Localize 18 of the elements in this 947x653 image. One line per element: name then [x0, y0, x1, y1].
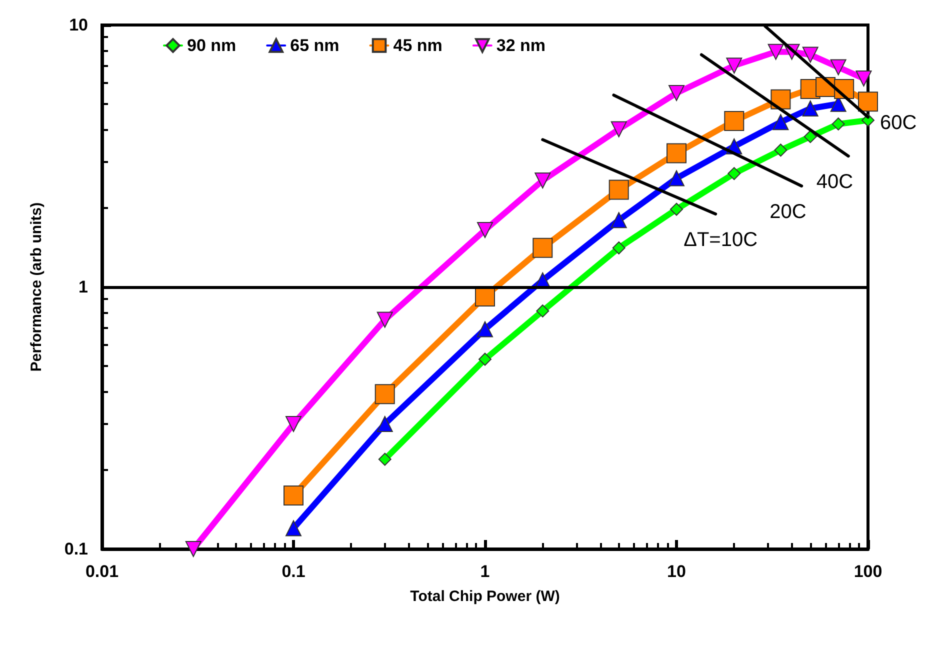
series-label: 40C: [816, 171, 854, 194]
x-tick-label: 0.01: [85, 562, 119, 581]
series-label: 60C: [880, 112, 917, 134]
legend-label: 90 nm: [187, 36, 236, 55]
x-tick-label: 10: [667, 562, 686, 581]
y-tick-label: 10: [69, 16, 88, 34]
legend-label: 65 nm: [290, 36, 340, 55]
legend-label: 45 nm: [393, 36, 442, 55]
x-tick-label: 0.1: [282, 562, 306, 581]
legend-label: 32 nm: [496, 36, 546, 55]
series-label: ΔT=10C: [684, 228, 758, 251]
y-tick-label: 1: [78, 278, 88, 296]
y-axis-title: Performance (arb units): [28, 202, 45, 372]
x-tick-label: 100: [854, 562, 882, 581]
series-label: 20C: [770, 200, 806, 223]
y-tick-label: 0.1: [64, 540, 88, 558]
x-tick-label: 1: [480, 562, 490, 581]
x-axis-title: Total Chip Power (W): [410, 588, 560, 605]
